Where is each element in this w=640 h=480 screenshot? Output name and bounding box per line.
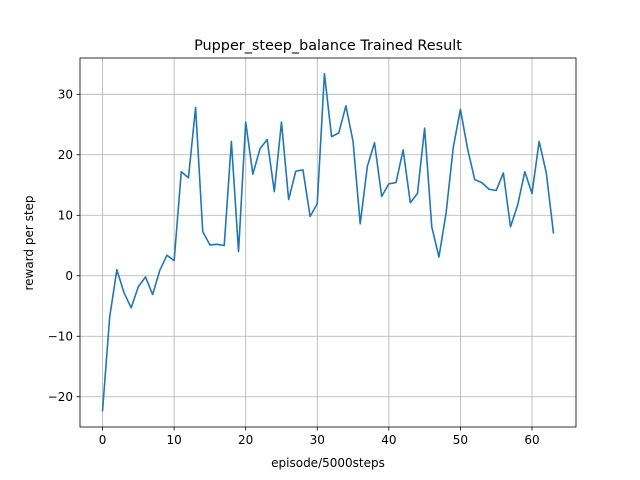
x-tick-label: 30 [310,433,325,447]
y-axis-ticks: −20 −10 0 10 20 30 [48,88,80,404]
x-axis-label: episode/5000steps [271,456,385,470]
y-tick-label: 10 [58,209,73,223]
x-tick-label: 10 [166,433,181,447]
x-tick-label: 40 [381,433,396,447]
grid [80,58,576,427]
y-axis-label: reward per step [22,195,36,290]
x-axis-ticks: 0 10 20 30 40 50 60 [99,427,540,447]
x-tick-label: 50 [453,433,468,447]
series-layer [101,72,555,412]
y-tick-label: 0 [65,269,73,283]
x-tick-label: 0 [99,433,107,447]
x-tick-label: 20 [238,433,253,447]
y-tick-label: −20 [48,390,73,404]
chart-title: Pupper_steep_balance Trained Result [194,38,462,54]
y-tick-label: −10 [48,330,73,344]
y-tick-label: 30 [58,88,73,102]
y-tick-label: 20 [58,148,73,162]
x-tick-label: 60 [524,433,539,447]
series-line-reward [101,72,555,412]
axes-frame [79,57,577,428]
